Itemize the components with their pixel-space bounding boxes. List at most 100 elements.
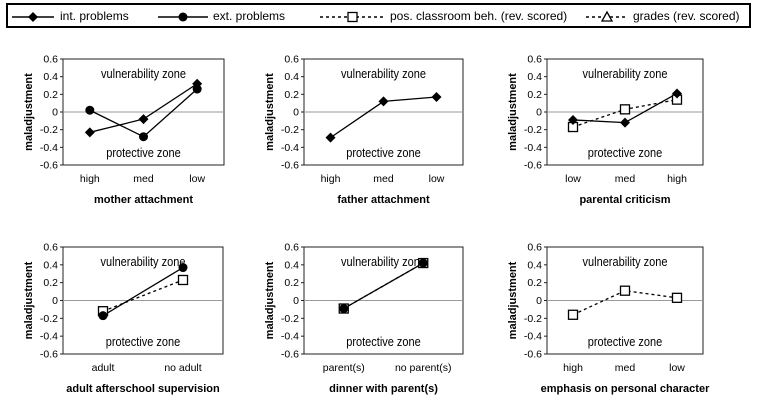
x-tick-label: high [321,173,341,185]
y-tick-label: 0.2 [43,277,58,289]
y-tick-label: 0 [293,295,299,307]
x-axis-label: adult afterschool supervision [66,383,220,395]
series-line-ext [102,266,184,317]
x-tick-label: low [429,173,445,185]
data-point-int [620,117,630,128]
x-axis-label: parental criticism [579,194,670,206]
y-axis-label: maladjustment [507,261,519,339]
y-tick-label: 0.6 [43,54,58,66]
y-axis-label: maladjustment [264,73,276,151]
protective-zone-label: protective zone [106,335,181,349]
y-tick-label: 0.6 [43,242,58,254]
vulnerability-zone-label: vulnerability zone [583,67,668,81]
x-tick-label: med [615,173,636,185]
x-tick-label: high [667,173,687,185]
y-tick-label: -0.2 [281,124,299,136]
chart-panel-6: 0.6 0.4 0.2 0 -0.2 -0.4 -0.6 maladjustment high m… [507,242,710,396]
data-point-int [84,127,95,138]
data-point-ext [98,311,108,321]
legend-markers [12,10,628,23]
data-point-ext [192,84,202,94]
y-tick-label: -0.4 [40,331,58,343]
legend-label-grades: grades (rev. scored) [633,9,740,23]
data-point-int [138,114,149,125]
y-tick-label: -0.6 [281,349,299,361]
protective-zone-label: protective zone [106,146,181,160]
data-point-pcb [567,309,579,320]
chart-panel-4: 0.6 0.4 0.2 0 -0.2 -0.4 -0.6 maladjustment adult… [23,242,224,395]
legend-marker-int [28,12,38,22]
y-tick-label: -0.2 [524,313,542,325]
y-tick-label: -0.4 [524,331,542,343]
x-tick-label: no adult [164,362,201,374]
series-line-pcb [102,279,184,312]
legend-marker-pcb [347,11,358,23]
legend-marker-grades [600,10,614,22]
data-point-ext [418,258,428,268]
legend-label-ext: ext. problems [213,9,286,23]
y-tick-label: 0.6 [284,242,299,254]
protective-zone-label: protective zone [588,335,663,349]
y-tick-label: 0.2 [527,277,542,289]
y-tick-label: -0.4 [281,331,299,343]
data-point-ext [139,132,148,142]
y-tick-label: -0.6 [281,160,299,172]
vulnerability-zone-label: vulnerability zone [101,67,186,81]
x-axis-label: dinner with parent(s) [329,383,438,395]
y-tick-label: 0.2 [284,277,299,289]
y-tick-label: -0.6 [524,160,542,172]
data-point-pcb [619,104,631,115]
y-tick-label: 0 [536,295,542,307]
y-tick-label: 0 [52,295,58,307]
data-point-pcb [177,274,189,286]
x-axis-label: emphasis on personal character [541,383,710,395]
y-axis-label: maladjustment [23,261,35,339]
vulnerability-zone-label: vulnerability zone [341,67,426,81]
data-point-int [325,132,336,143]
y-tick-label: 0.4 [527,71,542,83]
x-tick-label: adult [92,362,115,374]
series-line-ext [343,262,424,310]
legend-label-int: int. problems [60,9,129,23]
legend-marker-ext [178,12,188,22]
protective-zone-label: protective zone [588,146,663,160]
series-line-int [89,83,198,133]
y-tick-label: 0.6 [527,242,542,254]
y-tick-label: 0.4 [43,71,58,83]
y-tick-label: 0.4 [527,259,542,271]
y-axis-label: maladjustment [23,73,35,151]
y-tick-label: 0.2 [284,89,299,101]
y-tick-label: -0.6 [524,349,542,361]
x-tick-label: high [563,362,583,374]
y-tick-label: 0.2 [527,89,542,101]
y-tick-label: -0.2 [40,313,58,325]
protective-zone-label: protective zone [346,335,421,349]
data-point-pcb [619,285,631,296]
x-tick-label: med [615,362,636,374]
y-tick-label: 0.4 [43,259,58,271]
y-axis-label: maladjustment [264,261,276,339]
y-tick-label: -0.4 [524,142,542,154]
y-tick-label: -0.4 [281,142,299,154]
x-axis-label: mother attachment [94,194,193,206]
series-line-pcb [572,290,678,316]
vulnerability-zone-label: vulnerability zone [341,255,426,269]
chart-panel-5: 0.6 0.4 0.2 0 -0.2 -0.4 -0.6 maladjustment paren… [264,242,464,395]
y-tick-label: 0 [52,107,58,119]
vulnerability-zone-label: vulnerability zone [101,255,186,269]
x-axis-label: father attachment [337,194,430,206]
data-point-ext [178,263,188,273]
legend-label-pcb: pos. classroom beh. (rev. scored) [390,9,568,23]
data-point-pcb [671,292,683,303]
y-tick-label: 0.6 [284,54,299,66]
x-tick-label: med [133,173,154,185]
y-tick-label: 0 [536,107,542,119]
data-point-ext [339,304,349,314]
y-tick-label: 0.2 [43,89,58,101]
y-tick-label: 0.4 [284,259,299,271]
y-tick-label: -0.2 [40,124,58,136]
protective-zone-label: protective zone [346,146,421,160]
x-tick-label: parent(s) [323,362,365,374]
data-point-int [568,114,578,125]
